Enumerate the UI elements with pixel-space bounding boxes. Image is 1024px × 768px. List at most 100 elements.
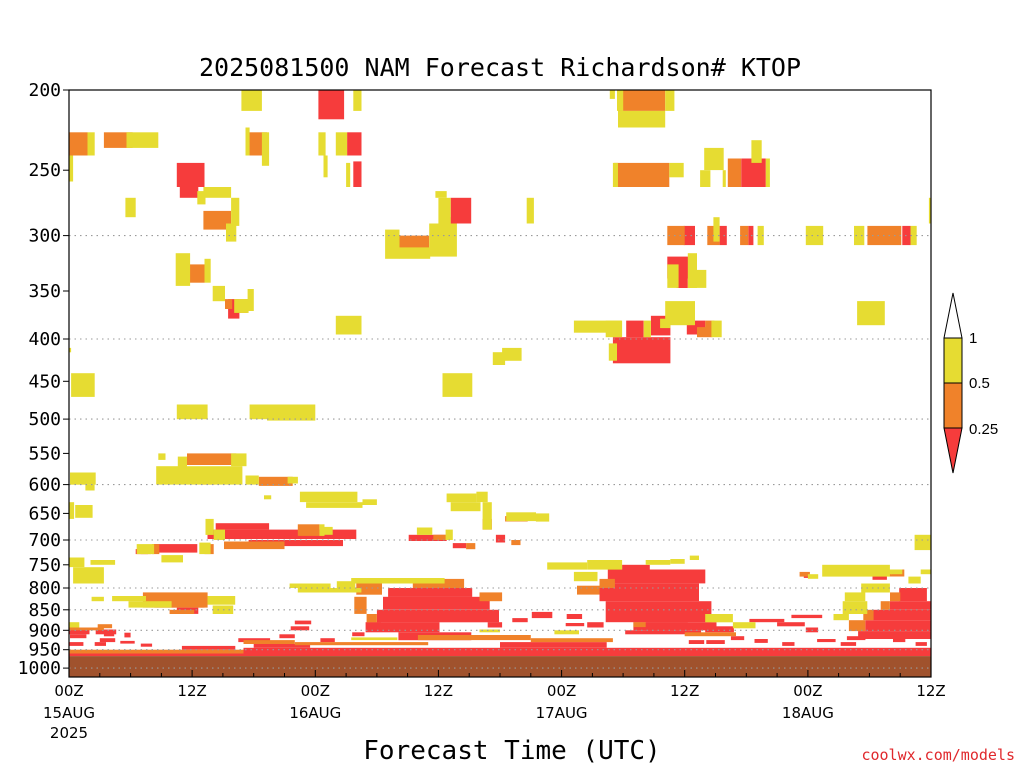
heat-cell-2-66 bbox=[156, 466, 243, 485]
heat-cell-0-27 bbox=[452, 543, 467, 549]
heat-cell-1-39 bbox=[633, 622, 646, 628]
heat-cell-2-113 bbox=[875, 569, 892, 575]
heat-cell-2-82 bbox=[482, 502, 492, 530]
heat-cell-2-13 bbox=[203, 187, 232, 198]
heat-cell-0-84 bbox=[893, 638, 906, 643]
heat-cell-0-10 bbox=[626, 320, 644, 338]
heat-cell-0-72 bbox=[94, 642, 106, 646]
colorbar-legend: 1 0.5 0.25 bbox=[943, 292, 998, 474]
heat-cell-1-53 bbox=[294, 642, 429, 646]
y-tick-label-200: 200 bbox=[28, 80, 61, 101]
heat-cell-0-79 bbox=[320, 638, 335, 643]
y-tick-label-700: 700 bbox=[28, 530, 61, 551]
heat-cell-2-93 bbox=[69, 557, 85, 568]
heat-cell-0-73 bbox=[120, 640, 135, 644]
heat-cell-1-29 bbox=[511, 540, 521, 546]
heat-cell-2-35 bbox=[713, 217, 720, 242]
heat-cell-1-40 bbox=[799, 571, 810, 577]
heat-cell-0-83 bbox=[817, 639, 836, 643]
heat-cell-2-26 bbox=[665, 90, 675, 111]
heat-cell-2-101 bbox=[289, 583, 331, 588]
heat-cell-2-98 bbox=[423, 578, 445, 584]
heat-cell-1-44 bbox=[97, 624, 113, 629]
credit-text: coolwx.com/models bbox=[861, 746, 1015, 764]
heat-cell-0-49 bbox=[858, 631, 931, 639]
y-tick-label-500: 500 bbox=[28, 409, 61, 430]
heat-cell-2-22 bbox=[429, 223, 457, 257]
heat-cell-0-57 bbox=[749, 618, 785, 623]
heat-cell-2-56 bbox=[247, 289, 254, 311]
heat-cell-0-22 bbox=[207, 529, 357, 539]
heat-cell-2-67 bbox=[245, 475, 259, 485]
heat-cell-0-15 bbox=[683, 225, 695, 246]
heat-cell-2-81 bbox=[535, 513, 550, 522]
heat-cell-2-48 bbox=[660, 318, 671, 329]
heat-cell-0-68 bbox=[103, 632, 115, 637]
heat-cell-2-53 bbox=[335, 315, 362, 335]
heat-cell-2-49 bbox=[711, 320, 722, 338]
heat-cell-2-74 bbox=[299, 491, 358, 503]
heat-cell-2-77 bbox=[446, 493, 477, 503]
heat-cell-2-38 bbox=[854, 225, 865, 246]
y-tick-label-550: 550 bbox=[28, 443, 61, 464]
heat-cell-0-33 bbox=[605, 601, 712, 623]
heat-cell-1-47 bbox=[863, 609, 874, 621]
heat-cell-2-119 bbox=[833, 614, 849, 621]
heat-cell-1-34 bbox=[356, 583, 382, 595]
heat-cell-2-115 bbox=[908, 576, 921, 584]
heat-cell-0-14 bbox=[741, 158, 766, 187]
heat-cell-1-26 bbox=[433, 534, 451, 540]
heat-cell-0-62 bbox=[294, 620, 312, 625]
heat-cell-2-23 bbox=[526, 197, 534, 224]
heat-cell-2-25 bbox=[618, 110, 666, 128]
heat-cell-2-86 bbox=[324, 526, 333, 535]
heat-cell-2-9 bbox=[87, 132, 95, 156]
heat-cell-1-17 bbox=[187, 453, 237, 465]
heat-cell-0-0 bbox=[318, 90, 345, 120]
heat-cell-2-69 bbox=[70, 472, 96, 485]
heat-cell-2-111 bbox=[822, 564, 890, 577]
x-date-label-0: 15AUG bbox=[43, 704, 95, 722]
heat-cell-2-11 bbox=[197, 191, 206, 205]
heat-cell-2-16 bbox=[175, 253, 191, 286]
y-tick-label-350: 350 bbox=[28, 281, 61, 302]
heat-cell-2-75 bbox=[306, 502, 363, 508]
heat-cell-2-107 bbox=[91, 596, 104, 602]
x-date-label-48: 17AUG bbox=[536, 704, 588, 722]
y-tick-label-250: 250 bbox=[28, 160, 61, 181]
heat-cell-0-74 bbox=[140, 643, 153, 647]
heat-cell-0-4 bbox=[179, 184, 199, 198]
heat-cell-0-76 bbox=[253, 644, 311, 648]
heat-cell-0-45 bbox=[899, 588, 927, 602]
heat-cell-2-110 bbox=[689, 555, 699, 560]
heat-cell-1-4 bbox=[69, 132, 88, 156]
heat-cell-0-42 bbox=[365, 622, 440, 633]
y-axis: 200 250 300 350 400 450 500 550 600 650 700 7508008… bbox=[18, 80, 69, 679]
heat-cell-1-8 bbox=[613, 162, 670, 187]
heat-cell-0-82 bbox=[840, 642, 857, 646]
y-tick-label-900: 900 bbox=[28, 620, 61, 641]
y-tick-label-800: 800 bbox=[28, 578, 61, 599]
colorbar-label-0: 1 bbox=[969, 330, 977, 347]
heat-cell-1-50 bbox=[417, 635, 531, 641]
heat-cell-1-46 bbox=[880, 601, 890, 610]
heat-cell-2-125 bbox=[554, 630, 579, 635]
heat-cell-1-1 bbox=[203, 210, 232, 230]
heat-cell-0-63 bbox=[290, 626, 310, 631]
heat-cell-1-5 bbox=[103, 132, 133, 148]
heat-cell-2-7 bbox=[346, 162, 351, 187]
heat-cell-0-44 bbox=[705, 626, 734, 633]
heat-cell-1-32 bbox=[599, 578, 615, 588]
heat-cell-2-118 bbox=[842, 601, 868, 614]
x-date-label-24: 16AUG bbox=[289, 704, 341, 722]
heat-cell-2-112 bbox=[807, 574, 819, 579]
heat-cell-0-65 bbox=[69, 629, 90, 635]
heat-cell-2-30 bbox=[700, 170, 711, 187]
x-tick-label-60: 12Z bbox=[670, 682, 699, 700]
heat-cell-1-3 bbox=[399, 235, 430, 250]
heat-cell-2-71 bbox=[75, 505, 93, 518]
heat-cell-0-19 bbox=[152, 544, 198, 553]
heat-cell-2-97 bbox=[573, 571, 598, 582]
heat-cell-0-88 bbox=[730, 636, 745, 641]
heat-cell-2-2 bbox=[245, 127, 250, 156]
